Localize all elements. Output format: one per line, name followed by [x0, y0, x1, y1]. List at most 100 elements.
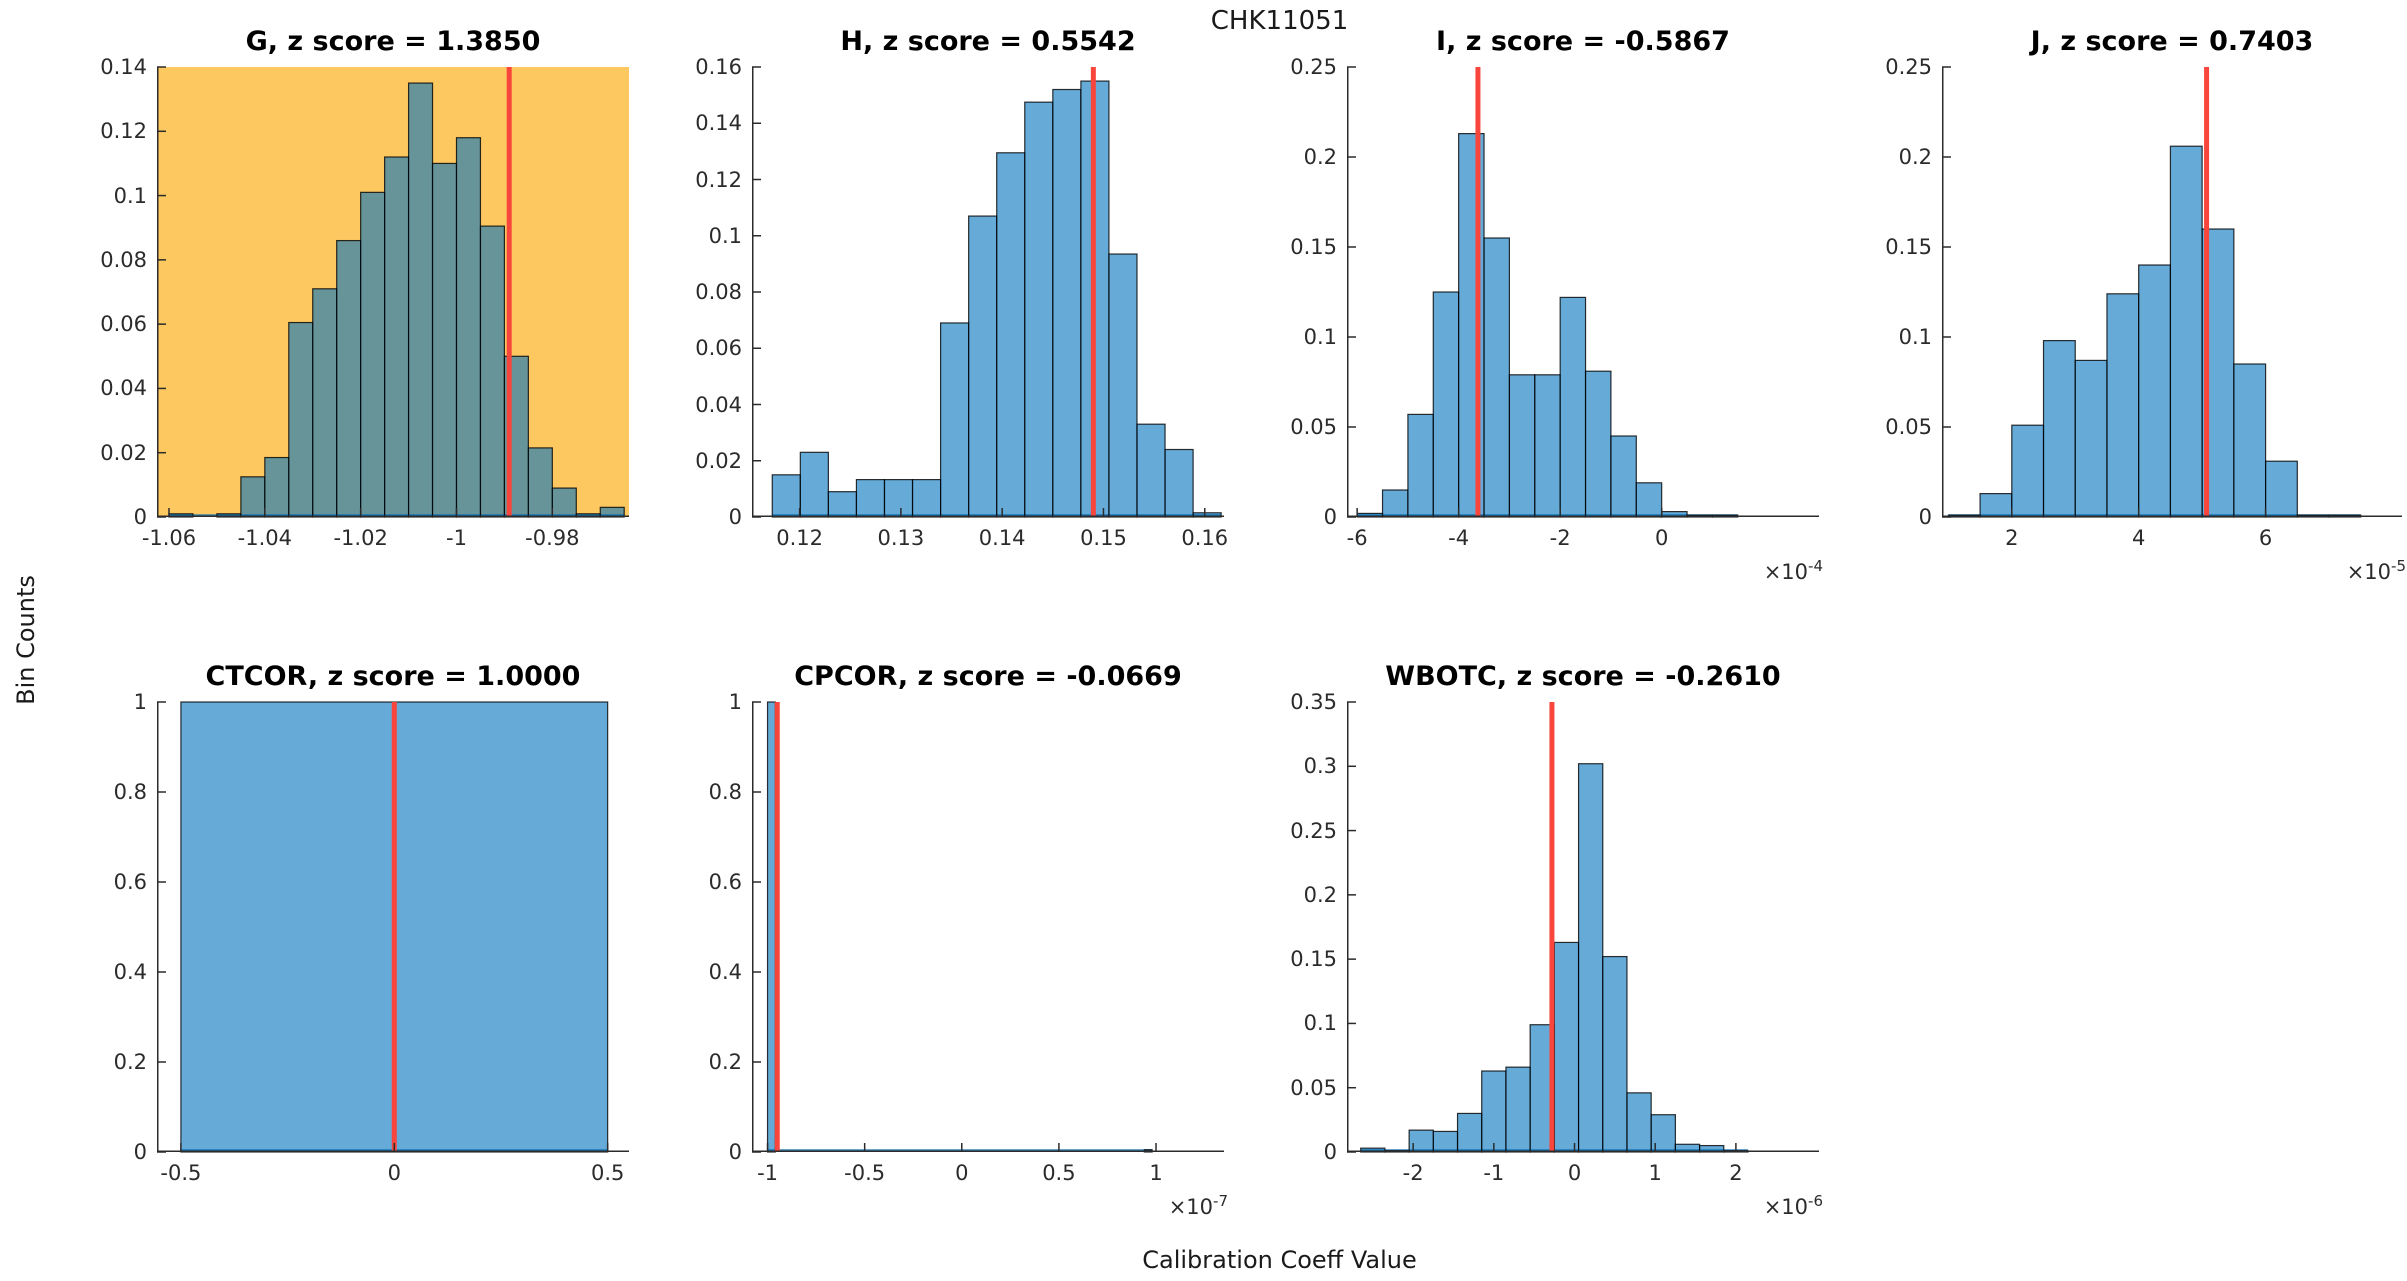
y-axis-label: Bin Counts — [12, 575, 40, 705]
subplot-title: CPCOR, z score = -0.0669 — [794, 661, 1182, 692]
x-tick-label: -4 — [1448, 526, 1470, 550]
subplot-i: I, z score = -0.5867 ×10-4 -6 -4 -2 0 0 0.05 0… — [1290, 26, 1823, 584]
subplot-g: G, z score = 1.3850 -1.06 -1.04 -1.02 -1 -0.… — [100, 26, 629, 550]
x-tick-label: 0.15 — [1080, 526, 1127, 550]
histogram-svg — [1347, 701, 1819, 1153]
y-tick-label: 0.16 — [695, 55, 742, 79]
x-tick-label: -1 — [1483, 1161, 1505, 1185]
subplot-wbotc: WBOTC, z score = -0.2610 ×10-6 -2 -1 0 1 2 0 0… — [1290, 661, 1823, 1219]
y-tick-label: 0.6 — [113, 870, 147, 894]
axis-exponent-label: ×10-7 — [1169, 1192, 1228, 1219]
x-tick-label: 2 — [1729, 1161, 1743, 1185]
exponent-base: ×10 — [1763, 560, 1809, 584]
y-tick-label: 0 — [1918, 505, 1932, 529]
y-tick-label: 0.35 — [1290, 690, 1337, 714]
y-tick-label: 0.1 — [1898, 325, 1932, 349]
y-tick-label: 0.14 — [695, 111, 742, 136]
y-tick-label: 0.2 — [708, 1050, 742, 1074]
x-tick-label: 0 — [1654, 526, 1669, 550]
y-tick-label: 1 — [728, 690, 742, 714]
exponent-base: ×10 — [1763, 1195, 1809, 1219]
subplot-j: J, z score = 0.7403 ×10-5 2 4 6 0 0.05 0.1 0.1… — [1885, 26, 2406, 584]
y-tick-label: 0.1 — [113, 183, 147, 208]
y-tick-label: 0.25 — [1290, 55, 1337, 79]
subplot-title: I, z score = -0.5867 — [1436, 26, 1730, 57]
y-tick-label: 0 — [728, 1140, 742, 1164]
y-tick-label: 0.15 — [1290, 235, 1337, 259]
x-tick-label: -0.98 — [525, 526, 580, 550]
y-tick-label: 0 — [1323, 505, 1337, 529]
exponent-base: ×10 — [2346, 560, 2392, 584]
x-tick-label: 0.12 — [776, 526, 823, 550]
x-axis-label: Calibration Coeff Value — [1142, 1246, 1417, 1274]
y-tick-label: 0.05 — [1290, 1075, 1337, 1100]
y-tick-label: 1 — [133, 690, 147, 714]
y-tick-label: 0 — [133, 505, 147, 529]
axis-exponent-label: ×10-5 — [2347, 557, 2406, 584]
subplot-title: CTCOR, z score = 1.0000 — [205, 661, 581, 692]
subplot-title: G, z score = 1.3850 — [245, 26, 541, 57]
y-tick-label: 0.8 — [708, 780, 742, 804]
histogram-svg — [752, 66, 1224, 518]
y-tick-label: 0.02 — [100, 440, 147, 465]
x-tick-label: 4 — [2132, 526, 2146, 550]
y-tick-label: 0.1 — [1303, 1011, 1337, 1036]
x-tick-label: -0.5 — [844, 1161, 886, 1185]
x-tick-label: 0.14 — [978, 526, 1026, 550]
x-tick-label: 0.13 — [877, 526, 925, 550]
y-tick-label: 0 — [728, 505, 742, 529]
histogram-svg — [157, 701, 629, 1153]
y-tick-label: 0.04 — [100, 376, 147, 401]
exponent-base: ×10 — [1168, 1195, 1214, 1219]
y-tick-label: 0.4 — [708, 960, 742, 984]
x-tick-label: 0 — [955, 1161, 969, 1185]
x-tick-label: 0 — [387, 1161, 401, 1185]
subplot-title: J, z score = 0.7403 — [2030, 26, 2314, 57]
subplot-title: WBOTC, z score = -0.2610 — [1385, 661, 1781, 692]
x-tick-label: 0.5 — [1042, 1161, 1076, 1185]
y-tick-label: 0.1 — [708, 223, 742, 248]
subplot-title: H, z score = 0.5542 — [840, 26, 1136, 57]
figure-title: CHK11051 — [1210, 6, 1349, 36]
histogram-svg — [1942, 66, 2402, 518]
y-tick-label: 0.08 — [100, 247, 147, 272]
y-tick-label: 0.12 — [100, 119, 147, 144]
y-tick-label: 0.6 — [708, 870, 742, 894]
y-tick-label: 0.25 — [1885, 55, 1932, 79]
x-tick-label: 1 — [1648, 1161, 1662, 1185]
y-tick-label: 0.06 — [695, 336, 742, 361]
x-tick-label: -6 — [1346, 526, 1368, 550]
x-tick-label: -2 — [1402, 1161, 1424, 1185]
y-tick-label: 0.14 — [100, 55, 147, 79]
y-tick-label: 0.15 — [1290, 947, 1337, 972]
x-tick-label: -1.04 — [237, 526, 292, 550]
axis-exponent-label: ×10-4 — [1764, 557, 1823, 584]
y-tick-label: 0.02 — [695, 448, 742, 473]
x-tick-label: -1.02 — [333, 526, 388, 550]
subplot-cpcor: CPCOR, z score = -0.0669 ×10-7 -1 -0.5 0 0.… — [709, 661, 1228, 1219]
subplot-h: H, z score = 0.5542 0.12 0.13 0.14 0.15 0.16… — [695, 26, 1228, 550]
x-tick-label: 1 — [1149, 1161, 1163, 1185]
x-tick-label: 0.16 — [1181, 526, 1229, 550]
y-tick-label: 0.08 — [695, 280, 742, 304]
x-tick-label: 0 — [1567, 1161, 1582, 1185]
y-tick-label: 0.25 — [1290, 818, 1337, 843]
exponent-power: -5 — [2391, 557, 2406, 575]
y-tick-label: 0.4 — [113, 960, 147, 984]
y-tick-label: 0.1 — [1303, 325, 1337, 349]
exponent-power: -7 — [1213, 1192, 1228, 1210]
x-tick-label: -1 — [446, 526, 467, 550]
histogram-svg — [1347, 66, 1819, 518]
y-tick-label: 0.15 — [1885, 235, 1932, 259]
y-tick-label: 0.06 — [100, 312, 147, 337]
y-tick-label: 0.3 — [1303, 754, 1337, 779]
y-tick-label: 0.8 — [113, 780, 147, 804]
y-tick-label: 0.05 — [1290, 415, 1337, 439]
y-tick-label: 0.05 — [1885, 415, 1932, 439]
x-tick-label: 2 — [2005, 526, 2019, 550]
exponent-power: -6 — [1808, 1192, 1823, 1210]
y-tick-label: 0 — [1323, 1140, 1337, 1164]
x-tick-label: -1 — [757, 1161, 779, 1185]
y-tick-label: 0.2 — [1303, 882, 1337, 907]
